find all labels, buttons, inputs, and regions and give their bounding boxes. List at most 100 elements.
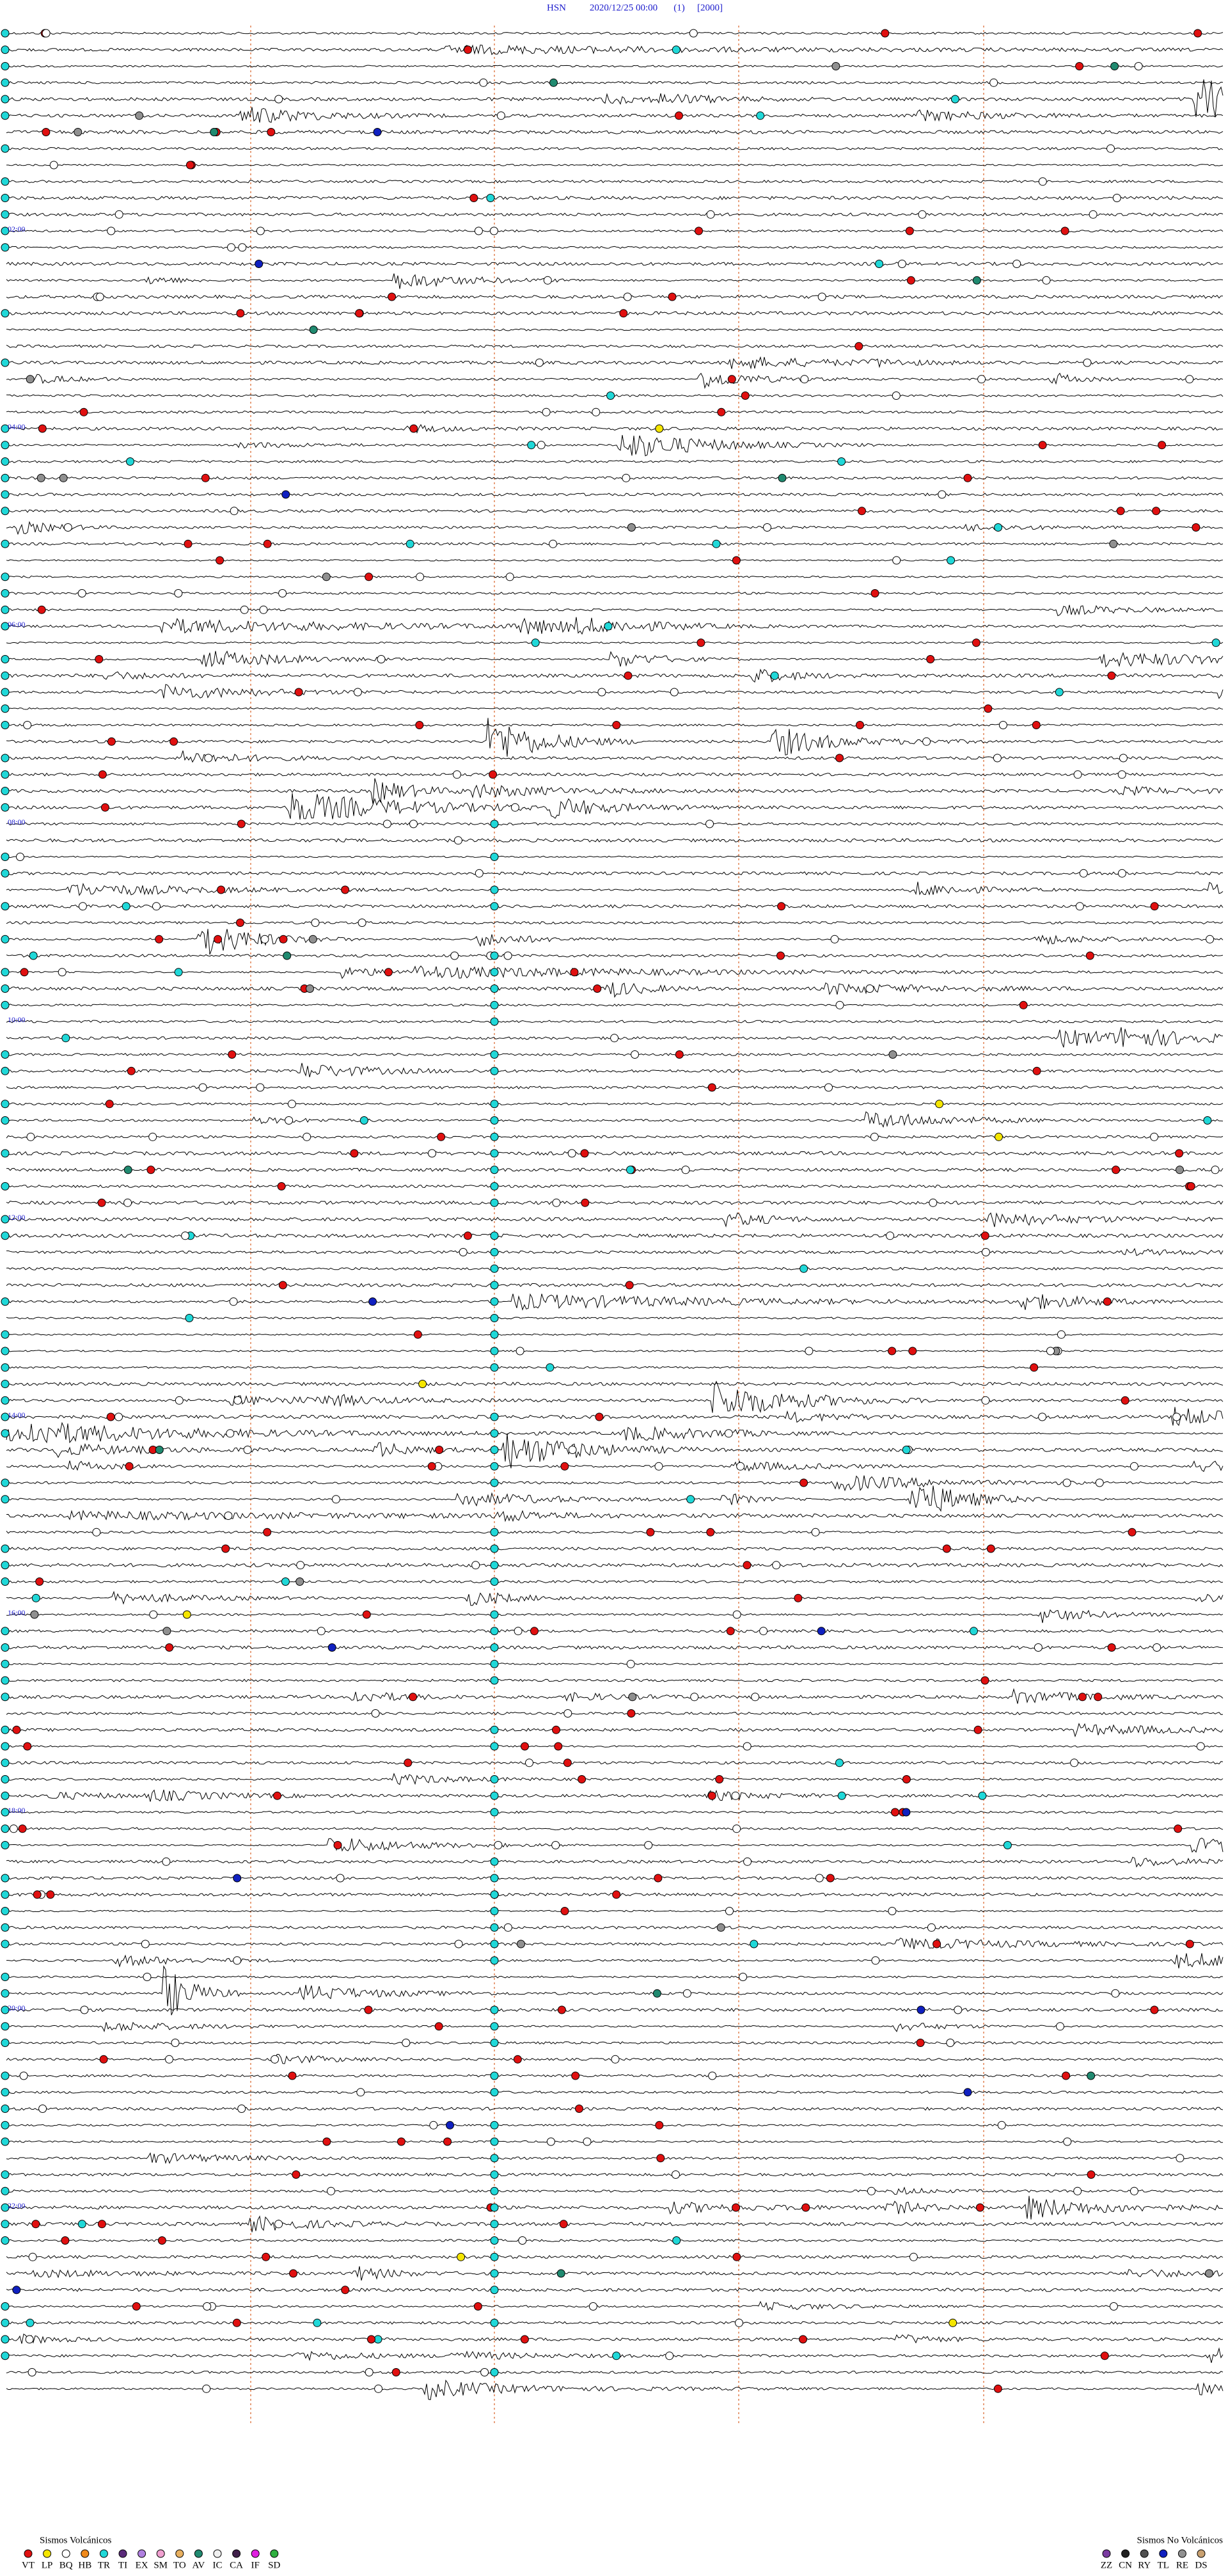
event-marker [998, 721, 1007, 729]
event-marker [989, 78, 998, 87]
seismic-trace [6, 372, 1224, 390]
event-marker [892, 556, 901, 565]
legend-code: TO [173, 2560, 186, 2570]
event-marker [413, 1330, 422, 1339]
event-marker [1158, 441, 1167, 450]
event-marker [237, 819, 246, 828]
event-marker [217, 885, 226, 894]
seismic-trace [6, 1645, 1224, 1650]
seismic-trace [6, 1760, 1224, 1765]
event-marker [454, 1940, 463, 1948]
event-marker [1174, 1824, 1183, 1833]
event-marker [1, 1676, 10, 1685]
event-marker [490, 1264, 499, 1273]
event-marker [993, 754, 1002, 763]
seismic-trace [6, 904, 1224, 909]
event-marker [578, 1775, 586, 1783]
event-marker [185, 161, 194, 170]
event-marker [619, 309, 628, 318]
event-marker [365, 573, 374, 581]
event-marker [1, 1808, 10, 1817]
seismic-trace [6, 1053, 1224, 1056]
seismic-trace [6, 604, 1224, 617]
event-marker [203, 2302, 212, 2311]
event-marker [162, 1627, 171, 1636]
event-marker [409, 819, 418, 828]
event-marker [697, 638, 705, 647]
seismic-trace [6, 1382, 1224, 1386]
event-marker [341, 2286, 350, 2295]
event-marker [741, 391, 750, 400]
seismic-trace [6, 1247, 1224, 1256]
event-marker [801, 2203, 810, 2212]
event-marker [972, 638, 980, 647]
event-marker [155, 935, 164, 944]
event-marker [402, 2039, 411, 2047]
event-marker [1175, 1149, 1184, 1158]
event-marker [942, 1544, 951, 1553]
event-marker [33, 1890, 42, 1899]
event-marker [490, 1248, 499, 1256]
event-marker [1, 539, 10, 548]
event-marker [997, 2121, 1006, 2130]
event-marker [127, 1066, 136, 1075]
event-marker [1, 441, 10, 450]
legend-swatch [156, 2549, 165, 2558]
seismic-trace [6, 2074, 1224, 2078]
event-marker [1121, 1396, 1130, 1405]
event-marker [954, 2005, 963, 2014]
event-marker [595, 1412, 604, 1421]
event-marker [12, 1725, 21, 1734]
event-marker [78, 902, 87, 911]
event-marker [490, 1627, 499, 1636]
event-marker [1042, 276, 1051, 285]
event-marker [181, 1231, 190, 1240]
event-marker [19, 2071, 28, 2080]
seismic-trace [6, 1293, 1224, 1311]
seismic-trace [6, 65, 1224, 68]
event-marker [1, 853, 10, 861]
event-marker [434, 2022, 443, 2031]
event-marker [1034, 1643, 1043, 1652]
event-marker [751, 1693, 760, 1702]
event-marker [100, 803, 109, 812]
event-marker [152, 902, 161, 911]
event-marker [473, 2302, 482, 2311]
event-marker [763, 523, 771, 532]
event-marker [811, 1528, 820, 1537]
event-marker [1079, 869, 1088, 878]
seismic-trace [6, 1167, 1224, 1173]
scale: [2000] [697, 3, 723, 13]
event-marker [1, 1100, 10, 1109]
event-marker [681, 1166, 690, 1174]
event-marker [490, 1149, 499, 1158]
event-marker [1, 78, 10, 87]
event-marker [80, 2005, 89, 2014]
event-marker [837, 457, 846, 466]
event-marker [929, 1198, 938, 1207]
legend-swatch [1121, 2549, 1130, 2558]
event-marker [531, 638, 540, 647]
event-marker [521, 1742, 529, 1751]
event-marker [322, 2137, 331, 2146]
event-marker [1, 573, 10, 581]
seismic-trace [6, 1909, 1224, 1913]
event-marker [626, 1659, 635, 1668]
event-marker [557, 2005, 566, 2014]
event-marker [611, 2055, 620, 2064]
event-marker [1, 2039, 10, 2047]
event-marker [858, 507, 866, 516]
legend-swatch [1197, 2549, 1206, 2558]
seismic-trace [6, 1745, 1224, 1748]
seismic-trace [6, 1063, 1224, 1077]
event-marker [1, 2203, 10, 2212]
event-marker [1, 1725, 10, 1734]
event-marker [490, 1182, 499, 1190]
station: HSN [547, 3, 566, 13]
event-marker [759, 1627, 768, 1636]
event-marker [1, 1973, 10, 1981]
seismic-trace [6, 1380, 1224, 1414]
event-marker [980, 1231, 989, 1240]
seismic-trace [6, 509, 1224, 513]
seismic-trace [6, 294, 1224, 299]
